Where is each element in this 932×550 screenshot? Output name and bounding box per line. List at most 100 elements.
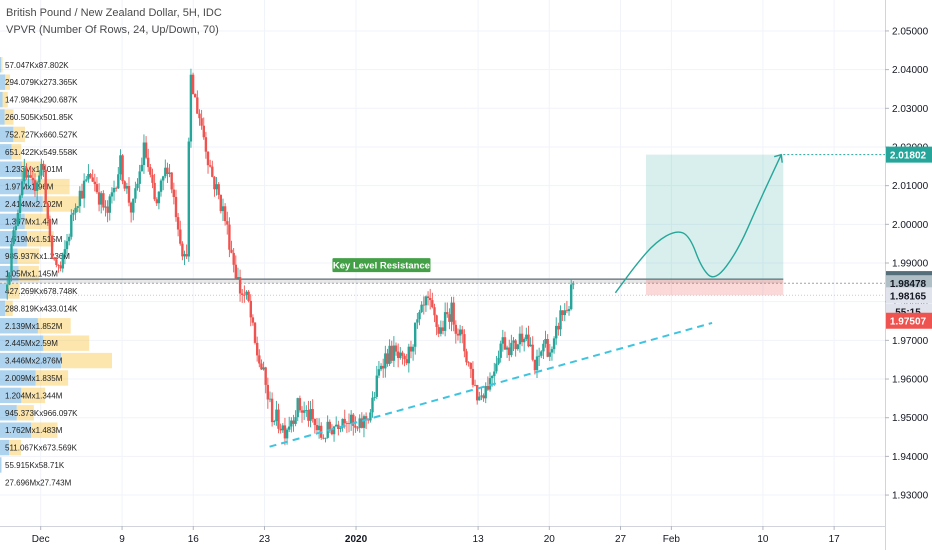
candle-body	[388, 345, 391, 364]
candle	[563, 303, 566, 322]
candle-body	[25, 168, 28, 178]
candle-body	[362, 416, 366, 428]
candle	[371, 391, 374, 418]
candle-body	[356, 427, 359, 429]
vp-row-label: 1.05Mx1.145M	[5, 270, 58, 279]
vp-row-label: 288.819Kx433.014K	[5, 304, 78, 313]
candle	[567, 306, 571, 316]
vp-bar-down	[9, 439, 21, 456]
candle	[418, 309, 421, 326]
candle	[211, 160, 214, 178]
candle-body	[196, 97, 199, 114]
candle	[38, 170, 41, 190]
candle	[471, 361, 475, 388]
candle-body	[390, 345, 393, 361]
candle-body	[343, 418, 346, 424]
candle	[106, 200, 109, 223]
candle-body	[516, 344, 519, 350]
candle-body	[260, 363, 263, 370]
candle-body	[542, 343, 545, 352]
candle-body	[450, 302, 453, 322]
candle	[185, 244, 188, 259]
candle-body	[488, 378, 492, 390]
chart-title: British Pound / New Zealand Dollar, 5H, …	[6, 7, 222, 19]
candle-body	[452, 302, 455, 325]
candle-body	[473, 384, 477, 386]
projection-arrowhead	[774, 153, 783, 163]
candle	[409, 340, 413, 359]
candle	[501, 329, 504, 352]
candle	[456, 328, 460, 341]
candle	[465, 348, 468, 366]
candle	[505, 345, 509, 358]
vp-row-label: 651.422Kx549.558K	[5, 148, 78, 157]
candle-body	[520, 333, 524, 343]
candle	[531, 336, 534, 362]
candle	[520, 325, 524, 347]
time-tick-label: Dec	[32, 534, 50, 545]
vp-row-label: 1.762Mx1.483M	[5, 426, 63, 435]
candle-body	[234, 264, 237, 279]
candle	[354, 416, 357, 433]
resistance-label: Key Level Resistance	[333, 261, 430, 272]
candle-body	[480, 395, 483, 397]
vp-bar-up	[0, 126, 14, 143]
candle-body	[514, 340, 517, 350]
candle-body	[347, 423, 351, 424]
candle	[292, 414, 295, 432]
candle-body	[187, 141, 190, 257]
candle	[461, 326, 464, 344]
vp-bar-up	[0, 57, 2, 73]
candle-body	[379, 365, 383, 370]
candle	[82, 173, 86, 208]
vp-bar-down	[5, 74, 11, 90]
candle	[44, 164, 47, 205]
vp-bar-down	[26, 231, 54, 247]
vp-bar-up	[0, 109, 5, 125]
candle-body	[328, 421, 331, 430]
vp-row-label: 2.414Mx2.102M	[5, 200, 63, 209]
price-tick-label: 1.95000	[892, 413, 929, 424]
time-axis[interactable]: Dec 9 16 23 2020 13 20 27 Feb 10 17	[0, 526, 885, 550]
volume-profile: 57.047Kx87.802K 294.079Kx273.365K 147.984K…	[0, 57, 112, 487]
vp-row-label: 1.519Mx1.515M	[5, 235, 63, 244]
time-tick-label: 27	[615, 534, 627, 545]
candle	[230, 240, 233, 254]
candle	[529, 337, 532, 347]
candle-body	[418, 312, 421, 320]
vp-row-label: 2.139Mx1.852M	[5, 322, 63, 331]
candle-body	[198, 113, 201, 119]
candle	[228, 217, 231, 258]
candle	[420, 301, 423, 314]
candle-body	[48, 219, 52, 236]
price-tick-label: 2.03000	[892, 104, 929, 115]
vp-bar-down	[61, 352, 112, 369]
vp-row-label: 945.373Kx966.097K	[5, 409, 78, 418]
price-axis[interactable]: 1.930001.940001.950001.960001.970001.980…	[885, 0, 932, 550]
candle	[80, 183, 84, 199]
candle	[157, 191, 161, 210]
candle	[544, 330, 547, 348]
candle	[151, 168, 154, 189]
vp-bar-down	[24, 213, 51, 230]
candle-body	[292, 420, 295, 424]
candle	[315, 418, 319, 435]
candle-body	[529, 344, 532, 347]
candle-body	[443, 312, 447, 331]
candle	[258, 349, 261, 368]
candle	[59, 261, 62, 272]
vp-row-label: 2.009Mx1.835M	[5, 374, 63, 383]
price-label-box	[886, 275, 932, 292]
candle	[431, 292, 434, 309]
vp-bar-up	[0, 248, 18, 264]
candle-body	[89, 174, 92, 178]
candle	[454, 320, 457, 344]
candle	[61, 252, 64, 273]
candle-body	[76, 206, 79, 208]
candle	[260, 359, 263, 370]
candle-body	[270, 398, 274, 423]
candle-body	[121, 155, 124, 182]
candle	[523, 337, 526, 352]
candle	[253, 322, 257, 345]
